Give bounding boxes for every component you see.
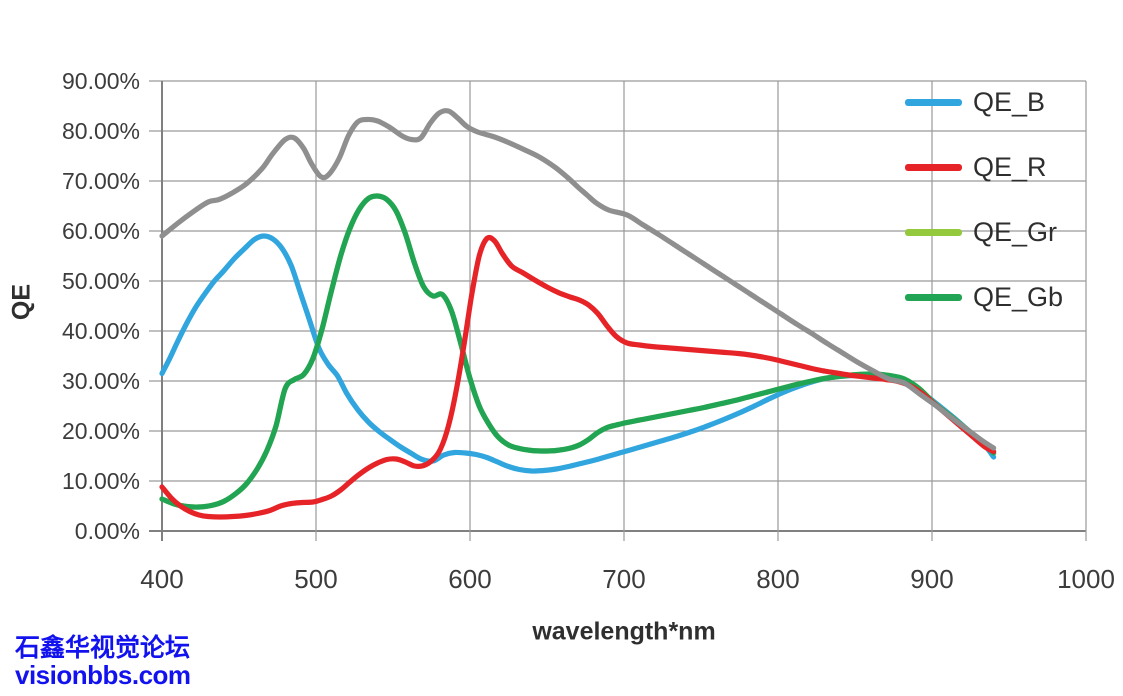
legend-item-qe-b: QE_B	[905, 70, 1063, 135]
x-tick-label: 900	[910, 564, 953, 594]
y-tick-label: 20.00%	[62, 418, 140, 444]
series-line-QE_Gr	[159, 193, 997, 510]
y-tick-label: 60.00%	[62, 218, 140, 244]
watermark-line-1: 石鑫华视觉论坛	[15, 634, 191, 662]
watermark-line-2: visionbbs.com	[15, 660, 191, 690]
x-tick-label: 500	[294, 564, 337, 594]
x-tick-label: 1000	[1057, 564, 1115, 594]
y-tick-label: 0.00%	[75, 518, 140, 544]
y-tick-label: 90.00%	[62, 68, 140, 94]
x-tick-label: 600	[448, 564, 491, 594]
series-line-QE_B	[159, 233, 997, 474]
legend-swatch-qe-gb	[905, 294, 962, 301]
y-tick-label: 70.00%	[62, 168, 140, 194]
y-tick-label: 50.00%	[62, 268, 140, 294]
x-tick-label: 400	[140, 564, 183, 594]
legend: QE_B QE_R QE_Gr QE_Gb	[905, 70, 1063, 330]
legend-item-qe-gr: QE_Gr	[905, 200, 1063, 265]
y-tick-label: 80.00%	[62, 118, 140, 144]
legend-label-qe-gb: QE_Gb	[973, 282, 1064, 312]
y-axis-title: QE	[7, 283, 36, 321]
legend-swatch-qe-r	[905, 164, 962, 171]
series-line-QE_Gb	[159, 193, 997, 510]
legend-swatch-qe-b	[905, 99, 962, 106]
y-tick-label: 10.00%	[62, 468, 140, 494]
legend-label-qe-r: QE_R	[973, 152, 1047, 182]
y-tick-label: 40.00%	[62, 318, 140, 344]
legend-label-qe-b: QE_B	[973, 87, 1046, 117]
legend-label-qe-gr: QE_Gr	[973, 217, 1058, 247]
series-line-unlabeled-gray	[159, 108, 997, 451]
x-tick-label: 800	[756, 564, 799, 594]
x-axis-title: wavelength*nm	[532, 617, 716, 646]
legend-item-qe-r: QE_R	[905, 135, 1063, 200]
y-tick-label: 30.00%	[62, 368, 140, 394]
legend-swatch-qe-gr	[905, 229, 962, 236]
x-tick-label: 700	[602, 564, 645, 594]
series-line-QE_R	[159, 234, 997, 520]
legend-item-qe-gb: QE_Gb	[905, 265, 1063, 330]
